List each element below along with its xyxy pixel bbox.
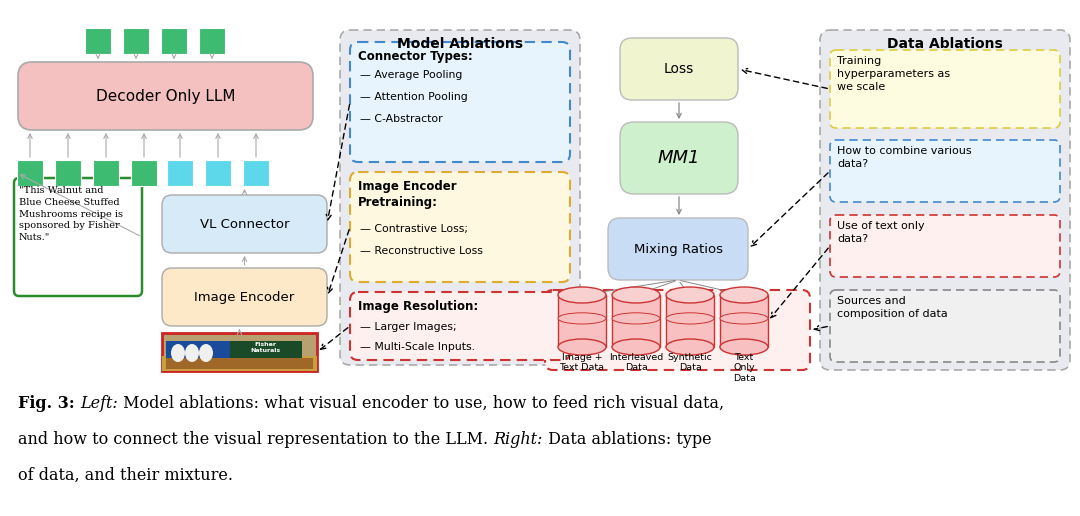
Text: Image Encoder: Image Encoder — [194, 291, 295, 303]
Ellipse shape — [720, 313, 768, 324]
Text: Decoder Only LLM: Decoder Only LLM — [96, 89, 235, 104]
Text: — Reconstructive Loss: — Reconstructive Loss — [360, 246, 483, 256]
Ellipse shape — [558, 339, 606, 355]
Text: Model Ablations: Model Ablations — [397, 37, 523, 51]
Bar — [230, 341, 301, 365]
Text: Model ablations: what visual encoder to use, how to feed rich visual data,: Model ablations: what visual encoder to … — [118, 395, 724, 412]
Ellipse shape — [558, 287, 606, 303]
FancyBboxPatch shape — [14, 178, 141, 296]
Bar — [720, 295, 768, 347]
FancyBboxPatch shape — [608, 218, 748, 280]
Text: Fig. 3:: Fig. 3: — [18, 395, 75, 412]
Text: — Multi-Scale Inputs.: — Multi-Scale Inputs. — [360, 342, 475, 352]
Text: VL Connector: VL Connector — [200, 218, 289, 231]
Bar — [162, 333, 318, 371]
Text: Interleaved
Data: Interleaved Data — [609, 353, 663, 373]
FancyBboxPatch shape — [350, 42, 570, 162]
FancyBboxPatch shape — [162, 195, 327, 253]
Ellipse shape — [612, 287, 660, 303]
Text: — Larger Images;: — Larger Images; — [360, 322, 457, 332]
Text: — Average Pooling: — Average Pooling — [360, 70, 462, 80]
FancyBboxPatch shape — [831, 215, 1059, 277]
Text: How to combine various
data?: How to combine various data? — [837, 146, 972, 169]
Bar — [166, 358, 313, 369]
Text: Image Resolution:: Image Resolution: — [357, 300, 478, 313]
FancyBboxPatch shape — [620, 122, 738, 194]
Ellipse shape — [666, 287, 714, 303]
FancyBboxPatch shape — [831, 290, 1059, 362]
Text: Synthetic
Data: Synthetic Data — [667, 353, 713, 373]
FancyBboxPatch shape — [123, 28, 149, 54]
FancyBboxPatch shape — [820, 30, 1070, 370]
FancyBboxPatch shape — [131, 160, 157, 186]
FancyBboxPatch shape — [167, 160, 193, 186]
Text: Use of text only
data?: Use of text only data? — [837, 221, 924, 244]
FancyBboxPatch shape — [620, 38, 738, 100]
Ellipse shape — [558, 313, 606, 324]
Ellipse shape — [185, 344, 199, 362]
Text: MM1: MM1 — [658, 149, 700, 167]
FancyBboxPatch shape — [93, 160, 119, 186]
Bar — [612, 295, 660, 347]
Text: — C-Abstractor: — C-Abstractor — [360, 114, 443, 124]
FancyBboxPatch shape — [340, 30, 580, 365]
FancyBboxPatch shape — [18, 62, 313, 130]
FancyBboxPatch shape — [243, 160, 269, 186]
FancyBboxPatch shape — [545, 290, 810, 370]
FancyBboxPatch shape — [17, 160, 43, 186]
Ellipse shape — [720, 339, 768, 355]
Text: "This Walnut and
Blue Cheese Stuffed
Mushrooms recipe is
sponsored by Fisher
Nut: "This Walnut and Blue Cheese Stuffed Mus… — [19, 186, 123, 242]
Text: Data Ablations: Data Ablations — [887, 37, 1003, 51]
Text: — Contrastive Loss;: — Contrastive Loss; — [360, 224, 468, 234]
FancyBboxPatch shape — [85, 28, 111, 54]
Bar — [558, 295, 606, 347]
Bar — [162, 356, 318, 371]
FancyBboxPatch shape — [199, 28, 225, 54]
FancyBboxPatch shape — [831, 140, 1059, 202]
FancyBboxPatch shape — [161, 28, 187, 54]
Ellipse shape — [199, 344, 213, 362]
FancyBboxPatch shape — [205, 160, 231, 186]
Text: of data, and their mixture.: of data, and their mixture. — [18, 467, 233, 484]
Text: Right:: Right: — [494, 431, 542, 448]
Ellipse shape — [666, 339, 714, 355]
Text: Image +
Text Data: Image + Text Data — [559, 353, 605, 373]
Ellipse shape — [171, 344, 185, 362]
FancyBboxPatch shape — [162, 268, 327, 326]
FancyBboxPatch shape — [350, 172, 570, 282]
Text: Training
hyperparameters as
we scale: Training hyperparameters as we scale — [837, 56, 950, 92]
Bar — [166, 341, 231, 362]
Text: Text
Only
Data: Text Only Data — [732, 353, 755, 383]
FancyBboxPatch shape — [350, 292, 570, 360]
Text: Sources and
composition of data: Sources and composition of data — [837, 296, 948, 319]
Ellipse shape — [612, 339, 660, 355]
Text: Fisher
Naturals: Fisher Naturals — [251, 342, 281, 353]
Text: Data ablations: type: Data ablations: type — [542, 431, 712, 448]
Text: Loss: Loss — [664, 62, 694, 76]
Text: — Attention Pooling: — Attention Pooling — [360, 92, 468, 102]
FancyBboxPatch shape — [55, 160, 81, 186]
Ellipse shape — [720, 287, 768, 303]
Text: Image Encoder
Pretraining:: Image Encoder Pretraining: — [357, 180, 457, 209]
Ellipse shape — [612, 313, 660, 324]
Text: and how to connect the visual representation to the LLM.: and how to connect the visual representa… — [18, 431, 494, 448]
Ellipse shape — [666, 313, 714, 324]
Bar — [666, 295, 714, 347]
Text: Mixing Ratios: Mixing Ratios — [634, 243, 723, 255]
Text: Connector Types:: Connector Types: — [357, 50, 473, 63]
Text: Left:: Left: — [80, 395, 118, 412]
FancyBboxPatch shape — [831, 50, 1059, 128]
